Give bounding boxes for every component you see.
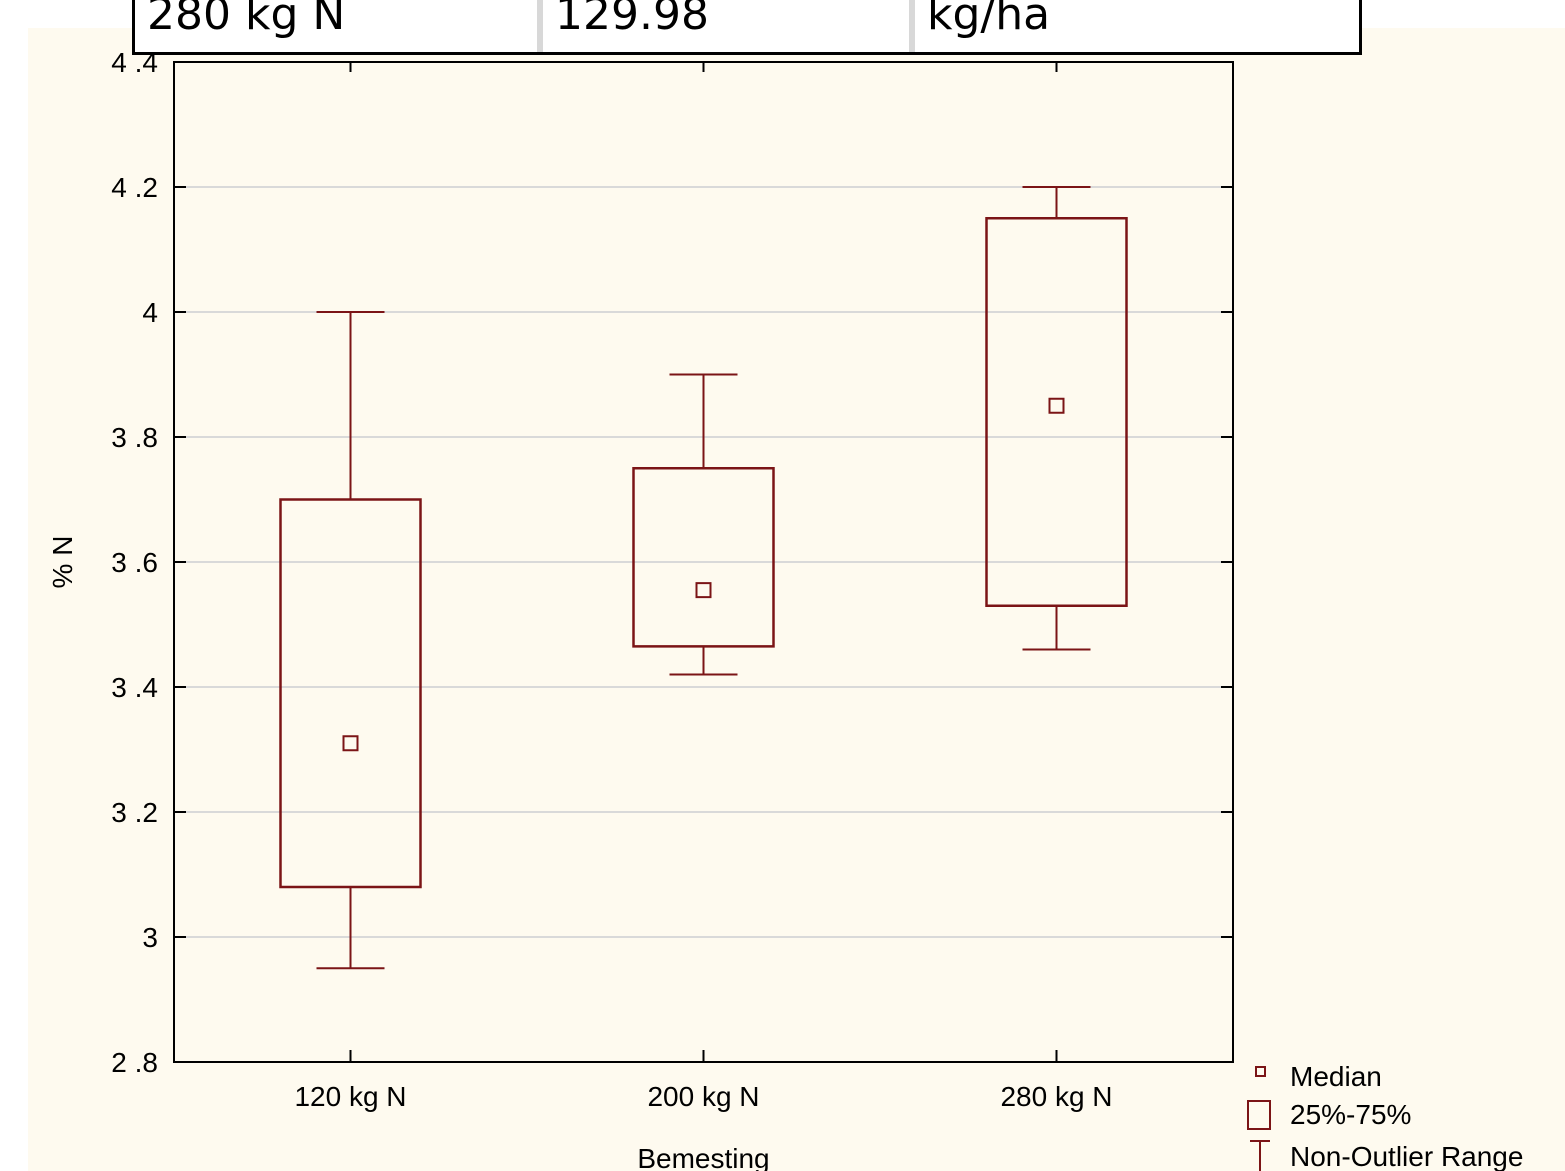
legend-label-box: 25%-75%: [1290, 1099, 1411, 1130]
table-cell-fertilizer: 280 kg N: [147, 0, 346, 40]
plot-frame: [173, 61, 1234, 1063]
median-marker: [342, 735, 359, 752]
gridlines: [174, 186, 1233, 938]
legend-median-marker: [1255, 1066, 1266, 1077]
iqr-box: [279, 498, 422, 889]
y-tick-label: 3 .2: [111, 797, 158, 828]
y-axis-title: % N: [47, 536, 78, 589]
y-tick-label: 3: [142, 922, 158, 953]
table-cell-unit: kg/ha: [909, 0, 1359, 52]
box-2: [632, 373, 775, 676]
table-cell-value: 129.98: [537, 0, 909, 52]
box-series: [279, 186, 1128, 970]
box-1: [279, 311, 422, 970]
legend-label-median: Median: [1290, 1061, 1382, 1092]
legend-box-marker: [1247, 1100, 1271, 1130]
iqr-box: [632, 467, 775, 648]
y-tick-label: 4 .2: [111, 172, 158, 203]
legend: Median 25%-75% Non-Outlier Range: [1247, 1061, 1523, 1171]
legend-label-range: Non-Outlier Range: [1290, 1141, 1523, 1171]
iqr-box: [985, 217, 1128, 607]
y-tick-label: 4: [142, 297, 158, 328]
x-tick-label: 280 kg N: [1000, 1081, 1112, 1112]
box-3: [985, 186, 1128, 651]
y-tick-label: 2 .8: [111, 1047, 158, 1078]
x-tick-label: 120 kg N: [294, 1081, 406, 1112]
chart-background: [28, 28, 1565, 1171]
median-marker: [695, 582, 712, 599]
median-marker: [1048, 397, 1065, 414]
table-row-strip: 280 kg N 129.98 kg/ha: [132, 0, 1362, 55]
x-axis-title: Bemesting: [637, 1143, 769, 1171]
x-tick-label: 200 kg N: [647, 1081, 759, 1112]
y-tick-label: 3 .6: [111, 547, 158, 578]
y-tick-label: 3 .4: [111, 672, 158, 703]
y-tick-label: 3 .8: [111, 422, 158, 453]
